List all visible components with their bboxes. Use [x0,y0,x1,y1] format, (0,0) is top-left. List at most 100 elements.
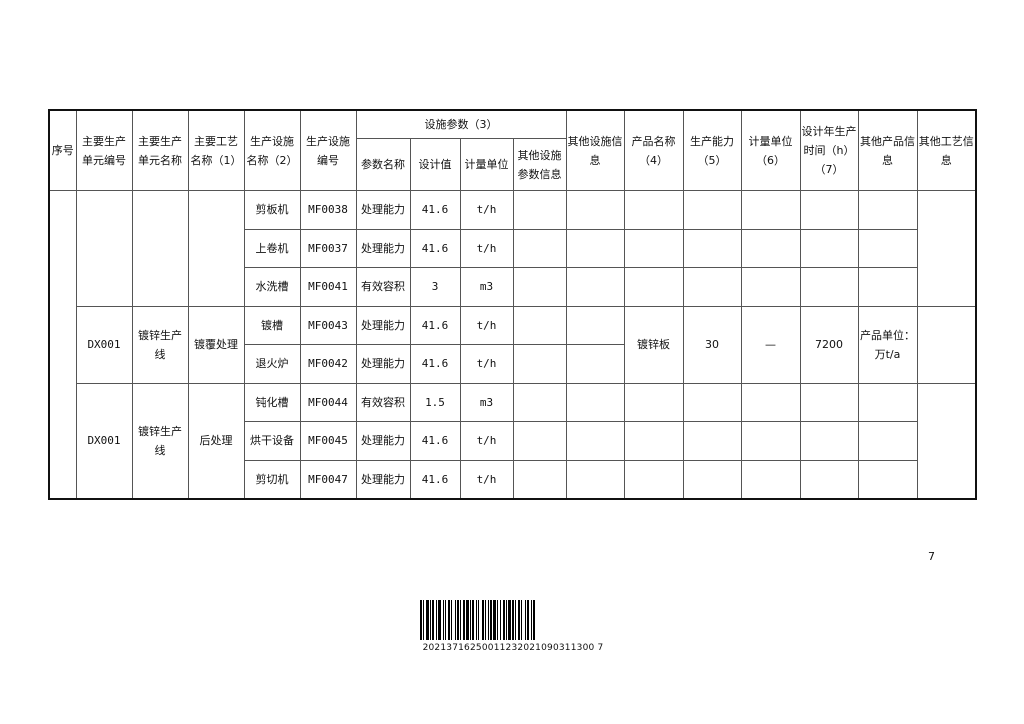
barcode-bar [518,600,520,640]
barcode-bar [492,600,493,640]
barcode-bar [474,600,476,640]
design-value-cell: 41.6 [409,421,461,461]
unit-code-cell: DX001 [75,382,133,500]
header-params-group: 设施参数（3） [355,109,567,139]
other-param-info-cell [512,459,567,500]
measure-unit-cell: t/h [459,459,514,500]
barcode-bar [450,600,451,640]
measure-unit-cell: t/h [459,344,514,384]
unit-code-cell: DX001 [75,305,133,384]
barcode-bar [444,600,445,640]
facility-code-cell: MF0038 [299,190,357,230]
other-param-info-cell [512,382,567,422]
other-param-info-cell [512,267,567,307]
barcode-bar [535,600,536,640]
product-name-cell [623,459,684,500]
barcode-bar [443,600,444,640]
design-value-cell: 3 [409,267,461,307]
barcode-bar [420,600,422,640]
barcode-bar [508,600,511,640]
product-name-cell [623,228,684,268]
other-facility-info-cell [565,305,625,345]
header-capacity-unit: 计量单位（6） [740,109,801,191]
barcode-bar [434,600,436,640]
barcode-bar [459,600,460,640]
param-name-cell: 有效容积 [355,267,411,307]
barcode-bar [437,600,438,640]
annual-hours-cell [799,421,859,461]
capacity-unit-cell [740,228,801,268]
header-param-name: 参数名称 [355,138,411,191]
other-facility-info-cell [565,421,625,461]
design-value-cell: 1.5 [409,382,461,422]
measure-unit-cell: t/h [459,190,514,230]
capacity-unit-cell [740,267,801,307]
barcode-bar [488,600,489,640]
other-process-info-cell [916,382,977,500]
other-facility-info-cell [565,382,625,422]
table-row: 剪板机 MF0038 处理能力 41.6 t/h [48,190,977,500]
barcode-bar [463,600,465,640]
param-name-cell: 处理能力 [355,190,411,230]
barcode-bar [503,600,505,640]
annual-hours-cell [799,382,859,422]
header-facility-code: 生产设施编号 [299,109,357,191]
capacity-unit-cell [740,421,801,461]
design-value-cell: 41.6 [409,344,461,384]
barcode-bar [484,600,485,640]
facility-name-cell: 上卷机 [243,228,301,268]
design-value-cell: 41.6 [409,190,461,230]
header-design-value: 设计值 [409,138,461,191]
barcode-bar [460,600,461,640]
facility-name-cell: 剪切机 [243,459,301,500]
table-row: 水洗槽 MF0041 有效容积 3 m3 [49,267,976,307]
barcode-bar [490,600,492,640]
capacity-cell [682,267,742,307]
param-name-cell: 处理能力 [355,421,411,461]
other-process-info-cell [916,190,977,307]
other-product-info-cell [857,459,918,500]
barcode-number: 20213716250011232021090311300 7 [422,643,604,653]
other-facility-info-cell [565,190,625,230]
barcode-bar [469,600,470,640]
other-product-info-cell [857,228,918,268]
table-row: 退火炉 MF0042 处理能力 41.6 t/h [49,344,976,384]
unit-name-cell: 镀锌生产线 [131,382,189,500]
measure-unit-cell: m3 [459,382,514,422]
barcode-bar [533,600,535,640]
param-name-cell: 处理能力 [355,344,411,384]
barcode-bar [506,600,507,640]
facility-name-cell: 烘干设备 [243,421,301,461]
barcode-bar [436,600,437,640]
other-facility-info-cell [565,459,625,500]
barcode-bar [522,600,525,640]
header-capacity: 生产能力（5） [682,109,742,191]
barcode-bar [457,600,459,640]
barcode-bar [479,600,482,640]
barcode-bar [431,600,432,640]
measure-unit-cell: t/h [459,305,514,345]
barcode-bar [516,600,518,640]
barcode-bar [451,600,452,640]
annual-hours-cell [799,267,859,307]
facility-table: 序号 主要生产单元编号 主要生产单元名称 主要工艺名称（1） 生产设施名称（2）… [48,109,977,500]
design-value-cell: 41.6 [409,459,461,500]
measure-unit-cell: t/h [459,228,514,268]
facility-code-cell: MF0044 [299,382,357,422]
barcode-bar [497,600,498,640]
header-row-2: 参数名称 设计值 计量单位 其他设施参数信息 [49,138,976,191]
param-name-cell: 处理能力 [355,228,411,268]
barcode-bar [423,600,424,640]
barcode-bar [438,600,441,640]
barcode-bar [489,600,490,640]
other-product-info-cell [857,267,918,307]
table-row: DX001 镀锌生产线 镀覆处理 镀槽 MF0043 处理能力 41.6 t/h 镀锌板 30—7… [49,305,977,384]
barcode-bar [505,600,506,640]
table-row: DX001 镀锌生产线 后处理 钝化槽 MF0044 有效容积 1.5 m3 [49,382,977,500]
barcode-bar [498,600,500,640]
capacity-cell [682,459,742,500]
barcode-bar [472,600,474,640]
barcode-bar [521,600,522,640]
process-name-cell: 后处理 [187,382,245,500]
barcode-bar [482,600,484,640]
